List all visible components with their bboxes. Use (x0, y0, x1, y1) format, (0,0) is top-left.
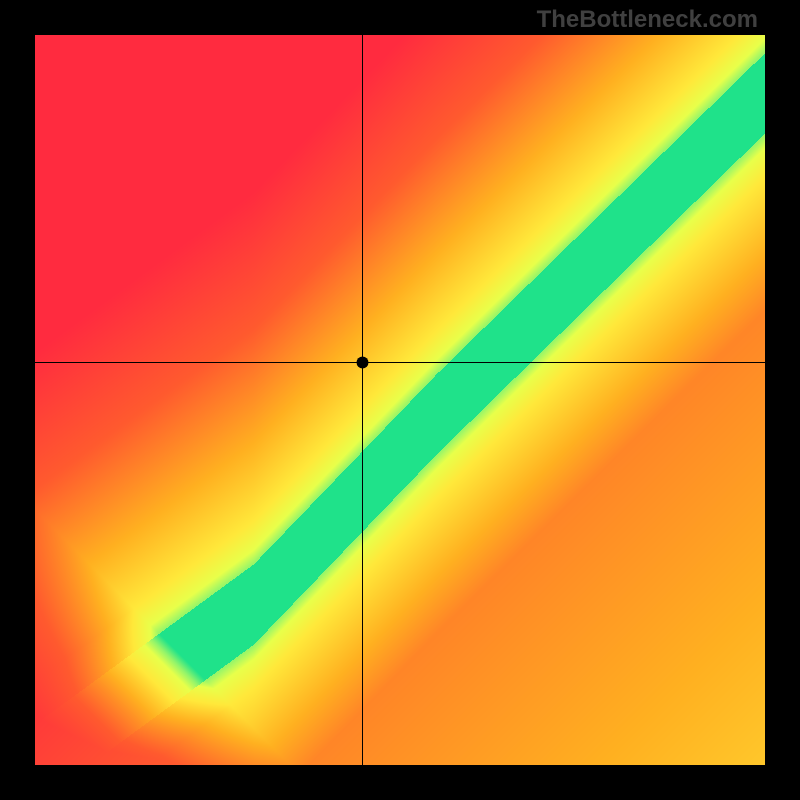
heatmap-canvas (35, 35, 765, 765)
chart-frame: TheBottleneck.com (0, 0, 800, 800)
watermark-text: TheBottleneck.com (537, 6, 758, 34)
plot-area (35, 35, 765, 765)
